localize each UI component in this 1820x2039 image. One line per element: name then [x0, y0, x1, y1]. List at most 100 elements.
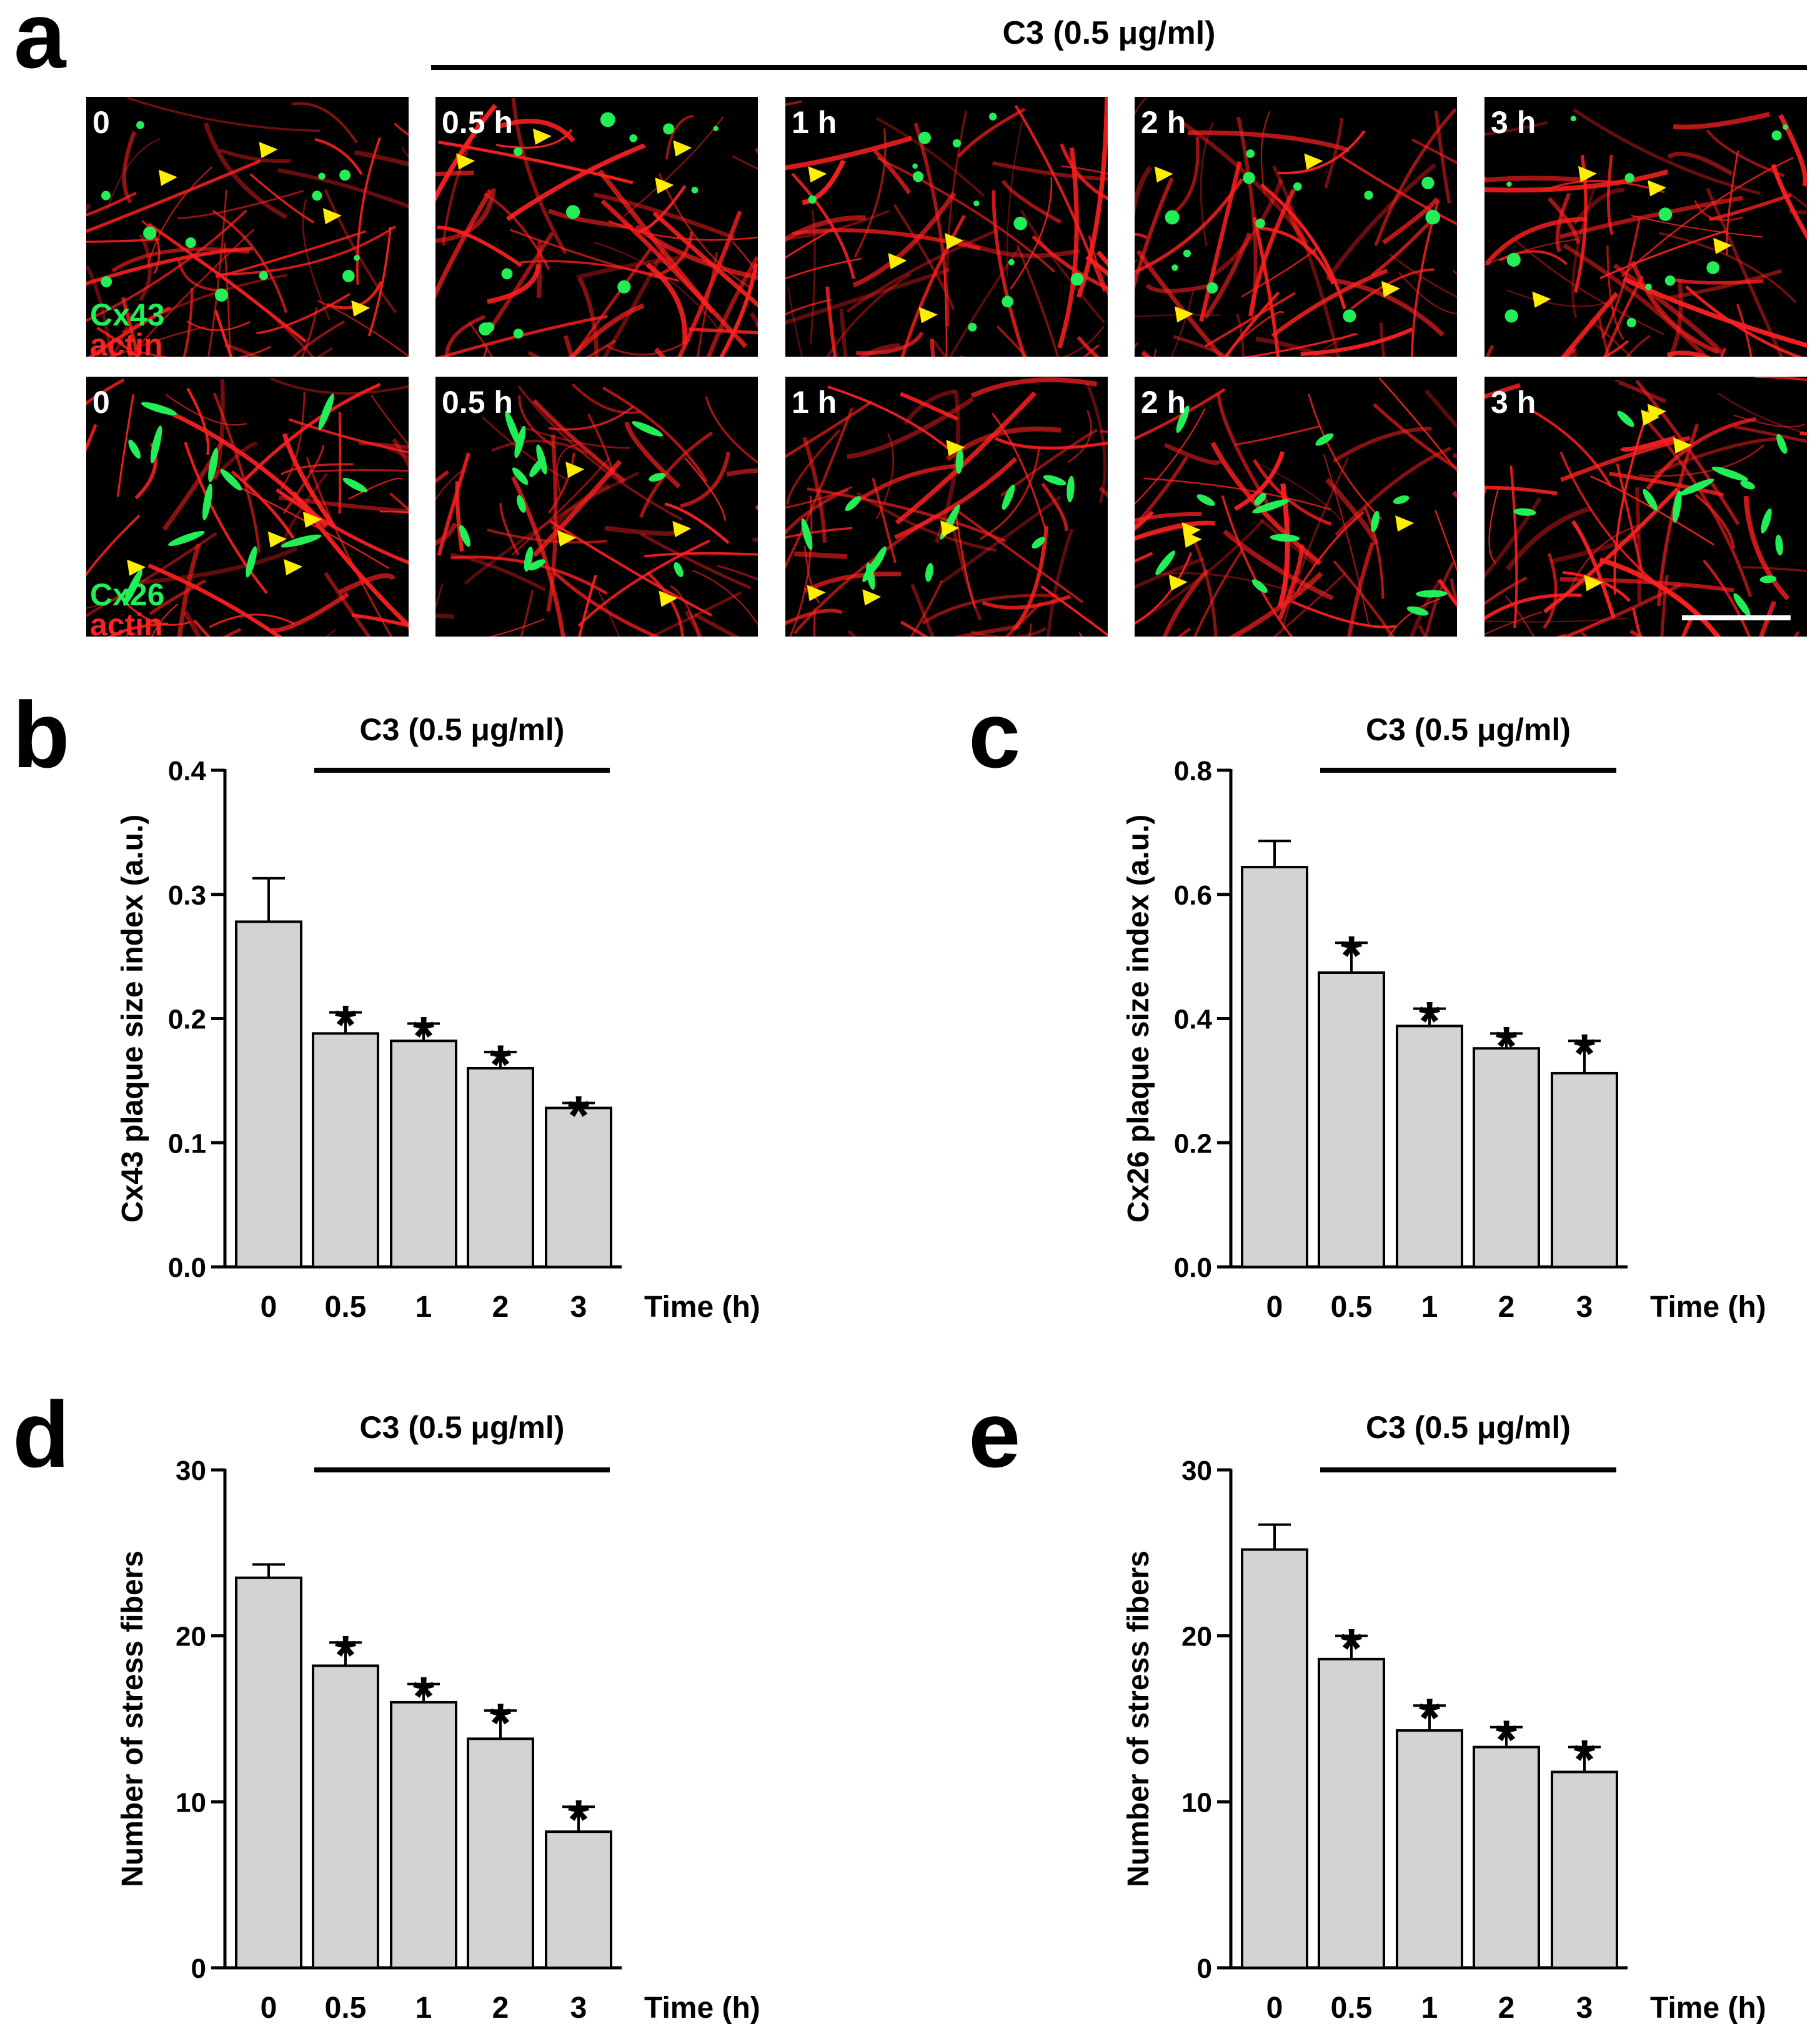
- micrograph-time-label: 3 h: [1491, 105, 1536, 140]
- y-axis-label: Number of stress fibers: [116, 1550, 149, 1887]
- treatment-label: C3 (0.5 μg/ml): [360, 712, 565, 747]
- bar: [1396, 1024, 1463, 1269]
- arrowhead-icon: [1175, 306, 1194, 323]
- bar: [235, 1576, 302, 1969]
- x-tick-label: 2: [1498, 1992, 1515, 2025]
- arrowhead-icon: [259, 142, 278, 159]
- y-tick-label: 0.4: [1174, 1005, 1213, 1035]
- bar: [1318, 1657, 1385, 1970]
- y-axis-label: Cx26 plaque size index (a.u.): [1122, 815, 1155, 1223]
- bar: [1241, 866, 1308, 1268]
- x-tick-label: 3: [570, 1992, 587, 2025]
- micrograph-r2-c2: 0.5 h: [435, 377, 758, 637]
- x-tick-label: 0.5: [1331, 1291, 1373, 1324]
- arrowhead-icon: [158, 169, 177, 186]
- significance-marker: *: [335, 994, 357, 1056]
- y-tick-label: 0.2: [1174, 1128, 1212, 1159]
- y-tick-label: 0.0: [1174, 1253, 1212, 1283]
- arrowhead-icon: [1648, 180, 1667, 197]
- arrowhead-icon: [946, 440, 965, 457]
- bar: [235, 920, 302, 1268]
- treatment-label: C3 (0.5 μg/ml): [1366, 1410, 1571, 1445]
- arrowhead-icon: [940, 520, 960, 537]
- arrowhead-icon: [1584, 575, 1603, 592]
- y-tick-label: 0.0: [168, 1253, 206, 1283]
- protein-label: Cx43: [90, 297, 165, 332]
- micrograph-time-label: 0: [92, 105, 110, 140]
- arrowhead-icon: [659, 590, 678, 607]
- arrowhead-icon: [456, 153, 475, 170]
- x-axis-label: Time (h): [644, 1291, 760, 1324]
- y-tick-label: 10: [1181, 1787, 1212, 1818]
- significance-marker: *: [568, 1788, 590, 1850]
- arrowhead-icon: [945, 233, 964, 250]
- x-tick-label: 1: [415, 1992, 432, 2025]
- arrowhead-icon: [1154, 166, 1173, 183]
- y-tick-label: 10: [176, 1787, 206, 1818]
- bar: [1241, 1548, 1308, 1969]
- bar: [467, 1067, 534, 1268]
- significance-marker: *: [1574, 1022, 1596, 1084]
- stain-label: actin: [90, 327, 163, 362]
- bar: [312, 1032, 379, 1268]
- x-axis-label: Time (h): [644, 1992, 760, 2025]
- arrowhead-icon: [673, 140, 692, 157]
- treatment-label: C3 (0.5 μg/ml): [360, 1410, 565, 1445]
- x-tick-label: 2: [492, 1992, 509, 2025]
- significance-marker: *: [1496, 1015, 1518, 1076]
- bar: [312, 1664, 379, 1969]
- significance-marker: *: [1341, 1617, 1363, 1679]
- x-tick-label: 3: [1576, 1992, 1593, 2025]
- x-tick-label: 0: [261, 1992, 277, 2025]
- arrowhead-icon: [267, 531, 287, 548]
- micrograph-r1-c2: 0.5 h: [435, 97, 758, 357]
- x-axis-label: Time (h): [1650, 1992, 1766, 2025]
- micrograph-r2-c3: 1 h: [785, 377, 1108, 637]
- x-tick-label: 2: [492, 1291, 509, 1324]
- micrograph-time-label: 2 h: [1141, 105, 1186, 140]
- arrowhead-icon: [1183, 531, 1202, 548]
- bar: [390, 1039, 457, 1269]
- x-tick-label: 3: [570, 1291, 587, 1324]
- x-tick-label: 0: [1266, 1992, 1283, 2025]
- panel-a-treatment-label: C3 (0.5 μg/ml): [1003, 15, 1216, 51]
- x-tick-label: 1: [415, 1291, 432, 1324]
- x-tick-label: 1: [1421, 1291, 1438, 1324]
- micrograph-time-label: 1 h: [792, 105, 837, 140]
- chart-c: c C3 (0.5 μg/ml) 0.0 0.2 0.4 0.6 0.8 Cx26 plaqu…: [968, 682, 1766, 1324]
- bar: [1551, 1071, 1618, 1268]
- arrowhead-icon: [672, 520, 692, 537]
- panel-d-letter: d: [12, 1382, 70, 1487]
- bar: [390, 1700, 457, 1970]
- panel-c-letter: c: [968, 682, 1020, 787]
- x-tick-label: 0.5: [325, 1992, 367, 2025]
- micrograph-r2-c5: 3 h: [1484, 377, 1807, 637]
- y-tick-label: 20: [176, 1622, 206, 1652]
- y-tick-label: 0.4: [168, 756, 207, 786]
- y-tick-label: 0: [1197, 1953, 1212, 1984]
- y-tick-label: 0: [191, 1953, 206, 1984]
- micrograph-time-label: 1 h: [792, 385, 837, 420]
- arrowhead-icon: [808, 166, 827, 183]
- y-tick-label: 0.8: [1174, 756, 1212, 786]
- y-tick-label: 0.1: [168, 1128, 206, 1159]
- significance-marker: *: [490, 1033, 512, 1095]
- panel-a-letter: a: [14, 0, 67, 87]
- arrowhead-icon: [1641, 409, 1660, 426]
- x-tick-label: 3: [1576, 1291, 1593, 1324]
- bar: [1473, 1047, 1540, 1268]
- arrowhead-icon: [862, 589, 882, 606]
- micrograph-time-label: 0.5 h: [442, 385, 513, 420]
- arrowhead-icon: [1578, 166, 1597, 182]
- y-tick-label: 0.2: [168, 1005, 206, 1035]
- significance-marker: *: [1419, 1687, 1441, 1749]
- micrograph-r1-c3: 1 h: [785, 97, 1108, 357]
- significance-marker: *: [1419, 990, 1441, 1052]
- significance-marker: *: [1574, 1729, 1596, 1790]
- significance-marker: *: [568, 1084, 590, 1146]
- micrograph-time-label: 2 h: [1141, 385, 1186, 420]
